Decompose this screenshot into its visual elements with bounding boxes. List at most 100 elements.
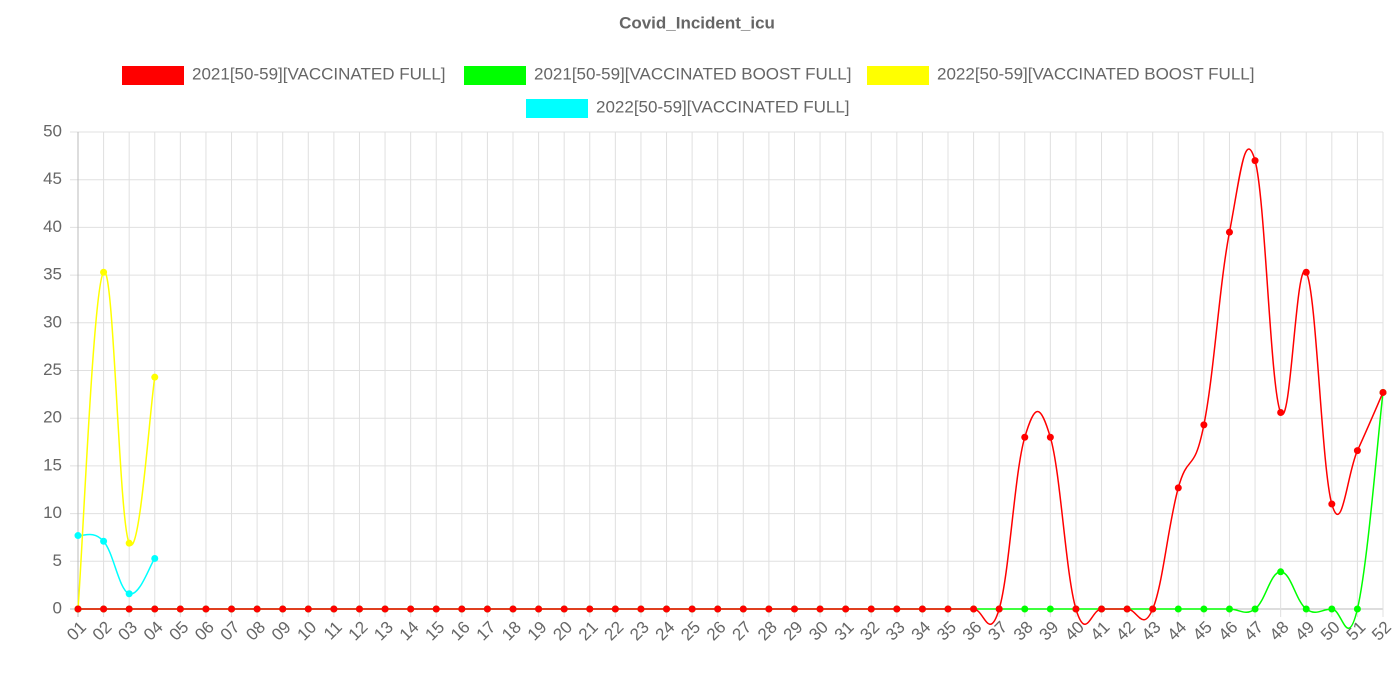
data-point xyxy=(1174,484,1182,492)
data-point xyxy=(1200,605,1208,613)
x-tick-label: 16 xyxy=(447,618,474,645)
x-tick-label: 25 xyxy=(677,618,704,645)
data-point xyxy=(663,605,671,613)
data-point xyxy=(100,605,108,613)
data-point xyxy=(1379,388,1387,396)
data-point xyxy=(1251,605,1259,613)
data-point xyxy=(407,605,415,613)
data-point xyxy=(432,605,440,613)
data-point xyxy=(1225,228,1233,236)
data-point xyxy=(1149,605,1157,613)
data-point xyxy=(714,605,722,613)
x-tick-label: 01 xyxy=(63,618,90,645)
x-tick-label: 52 xyxy=(1368,618,1395,645)
data-point xyxy=(1353,605,1361,613)
x-tick-label: 28 xyxy=(754,618,781,645)
y-tick-label: 35 xyxy=(43,265,62,284)
data-point xyxy=(509,605,517,613)
y-tick-label: 0 xyxy=(53,598,62,617)
data-point xyxy=(330,605,338,613)
data-point xyxy=(458,605,466,613)
data-point xyxy=(279,605,287,613)
x-tick-label: 40 xyxy=(1061,618,1088,645)
data-point xyxy=(125,605,133,613)
data-point xyxy=(1021,433,1029,441)
data-point xyxy=(100,268,108,276)
y-tick-label: 20 xyxy=(43,408,62,427)
x-tick-label: 03 xyxy=(114,618,141,645)
y-tick-label: 50 xyxy=(43,121,62,140)
x-tick-label: 33 xyxy=(882,618,909,645)
data-point xyxy=(637,605,645,613)
data-point xyxy=(1328,605,1336,613)
x-tick-label: 44 xyxy=(1163,618,1190,645)
data-point xyxy=(790,605,798,613)
data-point xyxy=(100,537,108,545)
x-tick-label: 46 xyxy=(1215,618,1242,645)
data-point xyxy=(918,605,926,613)
data-point xyxy=(176,605,184,613)
data-point xyxy=(1046,605,1054,613)
x-tick-label: 17 xyxy=(473,618,500,645)
legend-label: 2021[50-59][VACCINATED BOOST FULL] xyxy=(534,64,851,83)
data-point xyxy=(739,605,747,613)
data-point xyxy=(535,605,543,613)
data-point xyxy=(1225,605,1233,613)
data-point xyxy=(560,605,568,613)
x-tick-label: 07 xyxy=(217,618,244,645)
legend-label: 2022[50-59][VACCINATED FULL] xyxy=(596,97,850,116)
data-point xyxy=(151,373,159,381)
x-tick-label: 49 xyxy=(1291,618,1318,645)
data-point xyxy=(816,605,824,613)
data-point xyxy=(74,605,82,613)
x-tick-label: 04 xyxy=(140,618,167,645)
legend-label: 2022[50-59][VACCINATED BOOST FULL] xyxy=(937,64,1254,83)
data-point xyxy=(74,532,82,540)
data-point xyxy=(1098,605,1106,613)
x-tick-label: 14 xyxy=(396,618,423,645)
data-point xyxy=(483,605,491,613)
y-tick-label: 10 xyxy=(43,503,62,522)
x-tick-label: 19 xyxy=(524,618,551,645)
data-point xyxy=(381,605,389,613)
x-tick-label: 02 xyxy=(89,618,116,645)
legend-label: 2021[50-59][VACCINATED FULL] xyxy=(192,64,446,83)
data-point xyxy=(125,539,133,547)
data-point xyxy=(151,554,159,562)
x-tick-label: 08 xyxy=(242,618,269,645)
data-point xyxy=(1302,605,1310,613)
data-point xyxy=(151,605,159,613)
x-tick-label: 30 xyxy=(805,618,832,645)
legend-swatch xyxy=(526,99,588,118)
x-tick-label: 11 xyxy=(320,618,346,644)
y-tick-label: 40 xyxy=(43,217,62,236)
x-tick-label: 15 xyxy=(421,618,448,645)
x-tick-label: 32 xyxy=(856,618,883,645)
data-point xyxy=(1251,157,1259,165)
data-point xyxy=(1328,500,1336,508)
x-tick-label: 26 xyxy=(703,618,730,645)
x-tick-label: 34 xyxy=(908,618,935,645)
x-tick-label: 41 xyxy=(1087,618,1114,645)
data-point xyxy=(1021,605,1029,613)
x-tick-label: 06 xyxy=(191,618,218,645)
x-tick-label: 31 xyxy=(831,618,858,645)
data-point xyxy=(253,605,261,613)
series-line xyxy=(77,533,156,595)
x-tick-label: 48 xyxy=(1266,618,1293,645)
x-tick-label: 09 xyxy=(268,618,295,645)
x-tick-label: 35 xyxy=(933,618,960,645)
x-tick-label: 38 xyxy=(1010,618,1037,645)
data-point xyxy=(611,605,619,613)
x-tick-label: 23 xyxy=(626,618,653,645)
data-point xyxy=(125,590,133,598)
x-tick-label: 42 xyxy=(1112,618,1139,645)
x-tick-label: 27 xyxy=(728,618,755,645)
x-tick-label: 29 xyxy=(780,618,807,645)
data-point xyxy=(1046,433,1054,441)
data-point xyxy=(586,605,594,613)
x-tick-label: 12 xyxy=(345,618,372,645)
data-point xyxy=(1174,605,1182,613)
x-tick-label: 45 xyxy=(1189,618,1216,645)
